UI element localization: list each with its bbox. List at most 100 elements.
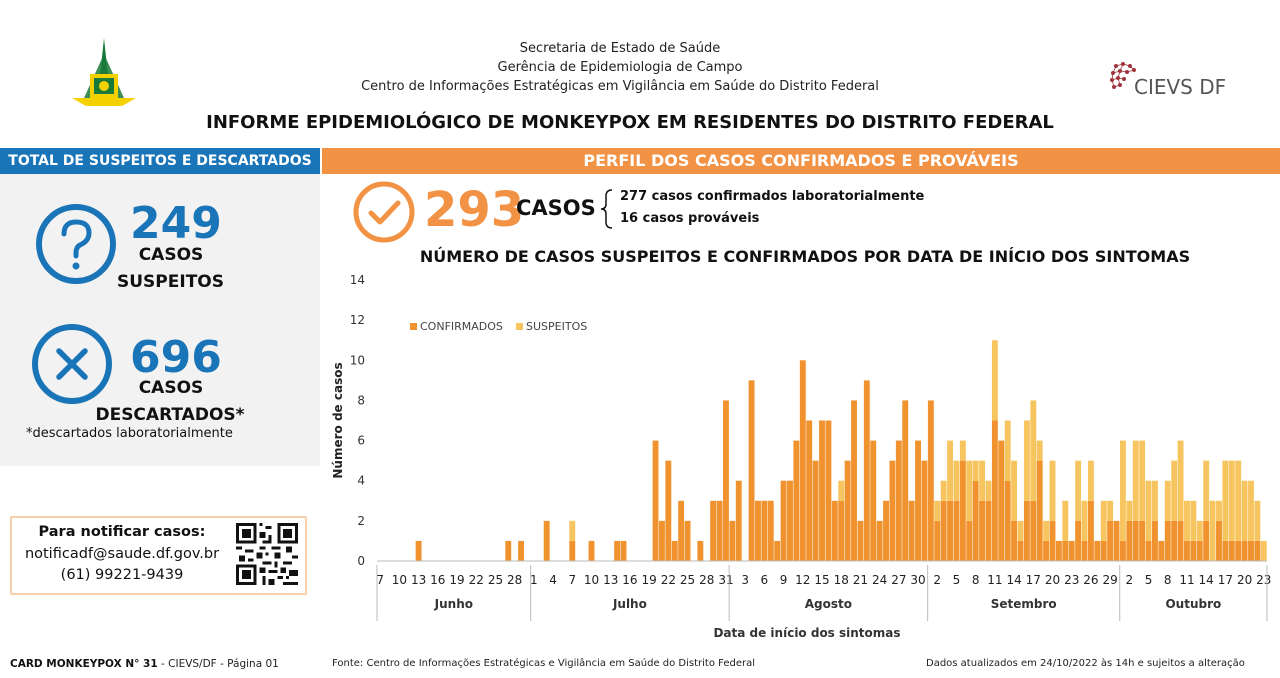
bar-suspected [1196, 520, 1203, 541]
bar-confirmed [831, 500, 838, 561]
bar-confirmed [1043, 540, 1050, 561]
x-tick-label: 15 [814, 573, 829, 587]
bar-suspected [1209, 500, 1216, 561]
bar-confirmed [947, 500, 954, 561]
bar-suspected [1062, 500, 1069, 541]
legend-label-confirmed: CONFIRMADOS [420, 320, 503, 333]
y-tick-label: 6 [357, 434, 365, 448]
bar-confirmed [1222, 540, 1229, 561]
x-tick-label: 25 [488, 573, 503, 587]
x-tick-label: 17 [1026, 573, 1041, 587]
bar-suspected [1100, 500, 1107, 541]
bar-suspected [1228, 460, 1235, 541]
footer-card-bold: CARD MONKEYPOX N° 31 [10, 658, 158, 670]
bar-confirmed [1145, 540, 1152, 561]
bar-confirmed [1087, 500, 1094, 561]
header-centro: Centro de Informações Estratégicas em Vi… [361, 79, 879, 94]
cievs-logo-icon [1110, 62, 1136, 89]
header-secretaria: Secretaria de Estado de Saúde [519, 41, 721, 56]
bar-confirmed [1100, 540, 1107, 561]
bar-confirmed [1075, 520, 1082, 561]
bar-confirmed [1152, 520, 1158, 561]
bar-confirmed [1235, 540, 1242, 561]
bar-confirmed [915, 440, 921, 561]
notify-email[interactable]: notificadf@saude.df.gov.br [24, 546, 220, 562]
bar-suspected [569, 520, 576, 541]
y-tick-label: 0 [357, 554, 365, 568]
bar-confirmed [1094, 540, 1101, 561]
probable-detail: 16 casos prováveis [620, 211, 760, 226]
bar-suspected [1254, 500, 1261, 541]
x-tick-label: 18 [834, 573, 849, 587]
bar-confirmed [851, 400, 857, 561]
bar-suspected [1171, 460, 1178, 521]
y-axis-label: Número de casos [331, 362, 345, 478]
qr-code-icon [236, 523, 298, 585]
month-label: Outubro [1165, 597, 1221, 611]
suspected-label-1: CASOS [138, 245, 204, 265]
bar-confirmed [844, 460, 851, 561]
bar-confirmed [838, 500, 845, 561]
bar-confirmed [793, 440, 800, 561]
bar-confirmed [1036, 460, 1043, 561]
bar-suspected [1184, 500, 1190, 541]
bar-suspected [953, 460, 960, 501]
bar-suspected [1132, 440, 1139, 521]
bar-confirmed [857, 520, 864, 561]
bar-confirmed [1126, 520, 1133, 561]
footer-card-rest: - CIEVS/DF - Página 01 [157, 658, 279, 670]
bar-suspected [1081, 500, 1088, 541]
bar-confirmed [1030, 500, 1037, 561]
bar-confirmed [1139, 520, 1146, 561]
bar-confirmed [1049, 520, 1056, 561]
cievs-brand: CIEVS DF [1134, 75, 1227, 99]
chart-title: NÚMERO DE CASOS SUSPEITOS E CONFIRMADOS … [419, 247, 1191, 266]
bar-suspected [1203, 460, 1210, 521]
y-tick-label: 12 [350, 313, 365, 327]
bar-confirmed [415, 540, 422, 561]
gdf-logo [72, 38, 136, 106]
x-tick-label: 11 [987, 573, 1002, 587]
bar-suspected [1119, 440, 1126, 541]
bar-suspected [1177, 440, 1184, 521]
x-tick-label: 13 [603, 573, 618, 587]
x-tick-label: 29 [1102, 573, 1117, 587]
bar-confirmed [1171, 520, 1178, 561]
x-tick-label: 8 [972, 573, 980, 587]
y-tick-label: 10 [350, 353, 365, 367]
x-tick-label: 16 [430, 573, 445, 587]
bar-suspected [1011, 460, 1018, 521]
bar-suspected [1241, 480, 1248, 541]
discarded-label-2: DESCARTADOS* [95, 405, 245, 425]
left-panel-header: TOTAL DE SUSPEITOS E DESCARTADOS [0, 148, 320, 174]
bar-confirmed [1107, 520, 1114, 561]
x-tick-label: 23 [1256, 573, 1271, 587]
notify-phone: (61) 99221-9439 [60, 567, 184, 583]
bar-suspected [1235, 460, 1242, 541]
bar-suspected [979, 460, 986, 501]
bar-confirmed [1164, 520, 1171, 561]
x-tick-label: 25 [680, 573, 695, 587]
bar-suspected [959, 440, 966, 461]
x-tick-label: 12 [795, 573, 810, 587]
y-tick-label: 8 [357, 393, 365, 407]
bar-confirmed [998, 440, 1005, 561]
bar-suspected [940, 480, 947, 501]
bar-suspected [1152, 480, 1158, 521]
x-tick-label: 24 [872, 573, 887, 587]
notify-title: Para notificar casos: [38, 524, 206, 540]
bar-confirmed [908, 500, 915, 561]
bar-confirmed [723, 400, 729, 561]
bar-confirmed [1216, 520, 1222, 561]
bar-confirmed [825, 420, 832, 561]
x-tick-label: 2 [1126, 573, 1134, 587]
bar-suspected [1004, 420, 1011, 481]
suspected-label-2: SUSPEITOS [117, 272, 224, 292]
bar-suspected [1222, 460, 1229, 541]
checkmark-icon [353, 181, 415, 243]
x-tick-label: 1 [530, 573, 538, 587]
month-label: Agosto [805, 597, 852, 611]
bar-confirmed [812, 460, 819, 561]
bar-confirmed [1119, 540, 1126, 561]
y-tick-label: 14 [350, 273, 365, 287]
